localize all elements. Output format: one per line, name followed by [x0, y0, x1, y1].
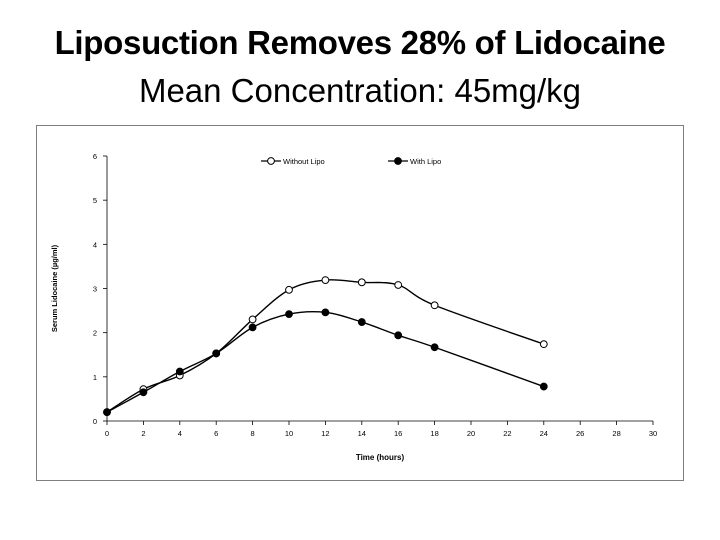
x-tick-label: 16: [394, 429, 402, 438]
data-point-with-lipo: [175, 367, 184, 376]
data-point-with-lipo: [321, 308, 330, 317]
x-tick-label: 4: [178, 429, 182, 438]
chart-legend: Without Lipo With Lipo: [261, 157, 441, 166]
data-point-with-lipo: [430, 343, 439, 352]
x-tick-label: 8: [251, 429, 255, 438]
chart-frame: 0 2 4 6 8 10 12 14 16 18 20 22 24 26 28 30 0 1 2 3 4 5 6 Witho…: [36, 125, 684, 481]
series-line-without-lipo: [106, 279, 545, 413]
data-point-without-lipo: [539, 340, 548, 349]
data-point-without-lipo: [248, 315, 257, 324]
y-tick-label: 2: [93, 329, 97, 338]
series-markers: [103, 276, 548, 417]
data-point-without-lipo: [394, 281, 403, 289]
x-tick-label: 26: [576, 429, 584, 438]
x-tick-label: 14: [358, 429, 366, 438]
y-axis-label: Serum Lidocaine (µg/ml): [50, 244, 59, 332]
data-point-with-lipo: [103, 408, 111, 417]
x-tick-label: 12: [321, 429, 329, 438]
x-tick-label: 2: [141, 429, 145, 438]
slide-title: Liposuction Removes 28% of Lidocaine: [54, 24, 666, 61]
y-tick-label: 3: [93, 285, 97, 294]
data-point-with-lipo: [248, 323, 257, 332]
data-point-with-lipo: [394, 331, 403, 340]
x-tick-label: 30: [649, 429, 657, 438]
data-point-with-lipo: [539, 382, 548, 391]
data-point-without-lipo: [357, 278, 366, 287]
legend-marker-without-lipo: [267, 157, 275, 165]
x-tick-label: 10: [285, 429, 293, 438]
x-tick-label: 6: [214, 429, 218, 438]
y-tick-label: 5: [93, 196, 97, 205]
data-point-without-lipo: [430, 301, 439, 310]
data-point-with-lipo: [357, 318, 366, 326]
y-tick-label: 0: [93, 417, 97, 426]
x-tick-label: 22: [503, 429, 511, 438]
x-axis-label: Time (hours): [356, 453, 405, 462]
x-tick-label: 18: [430, 429, 438, 438]
series-line-with-lipo: [106, 310, 545, 413]
data-point-with-lipo: [212, 349, 221, 358]
x-tick-label: 0: [105, 429, 109, 438]
data-point-with-lipo: [139, 388, 148, 397]
data-point-without-lipo: [321, 276, 330, 285]
y-tick-label: 4: [93, 240, 97, 249]
x-tick-label: 24: [540, 429, 548, 438]
series-lines: [106, 279, 545, 413]
y-tick-label: 6: [93, 152, 97, 161]
data-point-without-lipo: [285, 285, 293, 294]
x-tick-label: 20: [467, 429, 475, 438]
slide-subtitle: Mean Concentration: 45mg/kg: [138, 72, 582, 109]
y-tick-label: 1: [93, 373, 97, 382]
x-tick-label: 28: [612, 429, 620, 438]
legend-label-without-lipo: Without Lipo: [283, 157, 325, 166]
legend-marker-with-lipo: [394, 157, 402, 165]
data-point-with-lipo: [285, 310, 293, 319]
legend-label-with-lipo: With Lipo: [410, 157, 441, 166]
